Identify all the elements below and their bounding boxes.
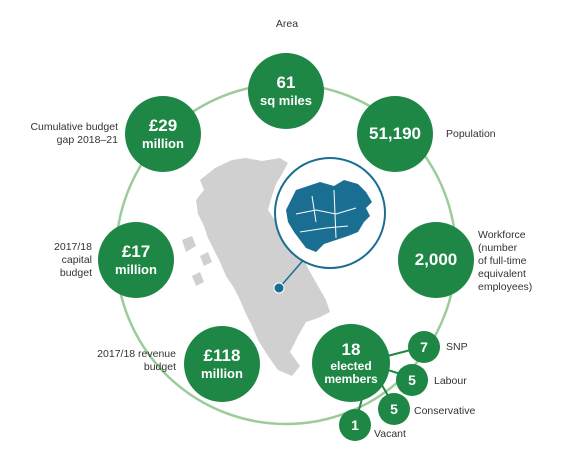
revenue-label-line: 2017/18 revenue xyxy=(97,348,176,360)
budget-gap-stat-circle: £29 million xyxy=(125,96,201,172)
party-count-snp: 7 xyxy=(408,331,440,363)
party-name-labour: Labour xyxy=(434,375,467,387)
council-ward-lines xyxy=(295,189,357,239)
workforce-label-line: Workforce xyxy=(478,229,526,241)
capital-value: £17 xyxy=(121,242,151,261)
island-3 xyxy=(192,272,204,286)
party-count-vacant: 1 xyxy=(339,409,371,441)
workforce-label-line: of full-time xyxy=(478,255,527,267)
members-stat-circle: 18 elected members xyxy=(312,324,390,402)
party-name-snp: SNP xyxy=(446,341,468,353)
party-count-labour: 5 xyxy=(396,364,428,396)
members-unit-line: elected xyxy=(330,359,372,373)
gap-value: £29 xyxy=(148,116,178,135)
island-1 xyxy=(182,236,196,252)
population-stat-circle: 51,190 xyxy=(357,96,433,172)
workforce-label: Workforce (number of full-time equivalen… xyxy=(478,229,532,294)
workforce-label-line: equivalent xyxy=(478,268,526,280)
party-count-conservative: 5 xyxy=(378,393,410,425)
revenue-unit: million xyxy=(201,366,243,381)
capital-label: 2017/18 capital budget xyxy=(30,241,92,280)
workforce-value: 2,000 xyxy=(414,250,458,269)
capital-label-line: budget xyxy=(59,267,92,279)
population-value: 51,190 xyxy=(369,124,421,143)
workforce-label-line: employees) xyxy=(478,281,533,293)
capital-label-line: capital xyxy=(61,254,92,266)
scotland-map xyxy=(196,158,330,376)
council-area-map xyxy=(286,180,372,252)
members-unit-line: members xyxy=(324,372,378,386)
revenue-label-line: budget xyxy=(143,361,176,373)
revenue-label: 2017/18 revenue budget xyxy=(70,348,176,374)
gap-label-line: gap 2018–21 xyxy=(56,134,118,146)
members-value: 18 xyxy=(341,340,361,359)
party-name-vacant: Vacant xyxy=(374,428,406,440)
revenue-budget-stat-circle: £118 million xyxy=(184,326,260,402)
area-stat-circle: 61 sq miles xyxy=(248,53,324,129)
location-marker xyxy=(273,282,285,294)
workforce-stat-circle: 2,000 xyxy=(398,222,474,298)
workforce-label-line: (number xyxy=(478,242,518,254)
capital-budget-stat-circle: £17 million xyxy=(98,222,174,298)
area-value: 61 xyxy=(276,73,296,92)
capital-label-line: 2017/18 xyxy=(54,241,92,253)
population-label: Population xyxy=(446,128,496,140)
area-unit: sq miles xyxy=(259,93,313,108)
area-label: Area xyxy=(275,18,299,30)
capital-unit: million xyxy=(115,262,157,277)
gap-unit: million xyxy=(142,136,184,151)
gap-label: Cumulative budget gap 2018–21 xyxy=(4,121,118,147)
island-2 xyxy=(200,252,212,266)
party-name-conservative: Conservative xyxy=(414,405,476,417)
gap-label-line: Cumulative budget xyxy=(30,121,118,133)
revenue-value: £118 xyxy=(203,346,241,365)
